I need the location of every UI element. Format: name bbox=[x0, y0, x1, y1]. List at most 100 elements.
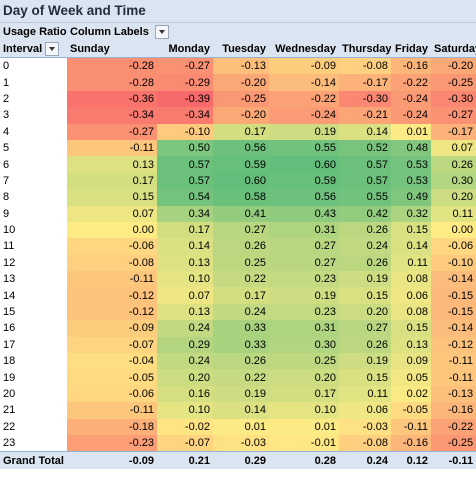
row-label: 7 bbox=[3, 174, 10, 187]
value-cell: 0.08 bbox=[391, 271, 431, 288]
value-cell: 0.52 bbox=[339, 139, 391, 157]
value-cell: -0.20 bbox=[213, 107, 269, 124]
row-label: 14 bbox=[3, 289, 16, 302]
value-cell: 0.59 bbox=[213, 156, 269, 173]
value-cell: -0.13 bbox=[431, 385, 476, 403]
value-cell: -0.11 bbox=[431, 353, 476, 370]
value-cell: -0.02 bbox=[157, 418, 213, 435]
value-cell: -0.39 bbox=[157, 90, 213, 108]
value-cell: 0.57 bbox=[157, 156, 213, 173]
value-cell: -0.14 bbox=[431, 271, 476, 288]
pivot-header-row-1: Usage Ratio Column Labels bbox=[0, 23, 476, 40]
value-cell: 0.20 bbox=[157, 369, 213, 386]
value-cell: 0.33 bbox=[213, 336, 269, 354]
value-cell: 0.05 bbox=[391, 369, 431, 386]
value-cell: 0.58 bbox=[213, 189, 269, 206]
row-field-label: Interval bbox=[3, 42, 43, 55]
value-cell: 0.26 bbox=[213, 238, 269, 255]
table-row: 10 0.00 0.17 0.27 0.31 0.26 0.15 0.00 bbox=[0, 221, 476, 239]
grand-total-cell: 0.29 bbox=[213, 451, 269, 469]
table-row: 8 0.15 0.54 0.58 0.56 0.55 0.49 0.20 bbox=[0, 189, 476, 206]
value-cell: 0.15 bbox=[391, 320, 431, 337]
value-cell: 0.20 bbox=[269, 369, 339, 386]
day-header-sunday: Sunday bbox=[67, 40, 157, 58]
value-cell: -0.27 bbox=[67, 123, 157, 140]
value-cell: 0.15 bbox=[391, 221, 431, 239]
value-cell: 0.13 bbox=[157, 303, 213, 321]
row-label: 9 bbox=[3, 207, 10, 220]
value-cell: -0.29 bbox=[157, 74, 213, 91]
table-row: 0 -0.28 -0.27 -0.13 -0.09 -0.08 -0.16 -0.20 bbox=[0, 57, 476, 75]
value-cell: -0.12 bbox=[67, 287, 157, 304]
value-cell: -0.12 bbox=[67, 303, 157, 321]
day-header-monday: Monday bbox=[157, 40, 213, 58]
value-cell: 0.53 bbox=[391, 172, 431, 190]
row-label: 15 bbox=[3, 306, 16, 319]
values-field-label: Usage Ratio bbox=[0, 23, 67, 40]
value-cell: 0.54 bbox=[157, 189, 213, 206]
value-cell: -0.17 bbox=[431, 123, 476, 140]
table-row: 4 -0.27 -0.10 0.17 0.19 0.14 0.01 -0.17 bbox=[0, 123, 476, 140]
row-label: 21 bbox=[3, 404, 16, 417]
value-cell: 0.19 bbox=[269, 287, 339, 304]
value-cell: 0.34 bbox=[157, 205, 213, 222]
value-cell: 0.27 bbox=[269, 254, 339, 272]
value-cell: 0.17 bbox=[213, 123, 269, 140]
value-cell: -0.25 bbox=[431, 434, 476, 452]
value-cell: -0.28 bbox=[67, 74, 157, 91]
grand-total-cell: -0.11 bbox=[431, 451, 476, 469]
row-labels-cell: Interval bbox=[0, 40, 67, 58]
value-cell: 0.55 bbox=[339, 189, 391, 206]
value-cell: 0.56 bbox=[213, 139, 269, 157]
value-cell: 0.10 bbox=[157, 271, 213, 288]
value-cell: -0.16 bbox=[391, 434, 431, 452]
day-header-wednesday: Wednesday bbox=[269, 40, 339, 58]
value-cell: 0.55 bbox=[269, 139, 339, 157]
value-cell: -0.24 bbox=[269, 107, 339, 124]
pivot-table: Usage Ratio Column Labels Interval Sunda… bbox=[0, 23, 476, 469]
value-cell: 0.24 bbox=[157, 320, 213, 337]
value-cell: 0.56 bbox=[269, 189, 339, 206]
value-cell: 0.41 bbox=[213, 205, 269, 222]
value-cell: -0.12 bbox=[431, 336, 476, 354]
value-cell: 0.30 bbox=[431, 172, 476, 190]
table-row: 1 -0.28 -0.29 -0.20 -0.14 -0.17 -0.22 -0.25 bbox=[0, 74, 476, 91]
grand-total-cell: 0.28 bbox=[269, 451, 339, 469]
table-row: 20 -0.06 0.16 0.19 0.17 0.11 0.02 -0.13 bbox=[0, 385, 476, 403]
value-cell: -0.09 bbox=[67, 320, 157, 337]
value-cell: 0.48 bbox=[391, 139, 431, 157]
value-cell: -0.21 bbox=[339, 107, 391, 124]
value-cell: -0.11 bbox=[67, 139, 157, 157]
value-cell: 0.50 bbox=[157, 139, 213, 157]
table-row: 16 -0.09 0.24 0.33 0.31 0.27 0.15 -0.14 bbox=[0, 320, 476, 337]
table-row: 11 -0.06 0.14 0.26 0.27 0.24 0.14 -0.06 bbox=[0, 238, 476, 255]
value-cell: 0.57 bbox=[339, 156, 391, 173]
value-cell: 0.25 bbox=[213, 254, 269, 272]
value-cell: -0.08 bbox=[339, 434, 391, 452]
value-cell: -0.08 bbox=[67, 254, 157, 272]
row-label: 18 bbox=[3, 355, 16, 368]
value-cell: -0.24 bbox=[391, 107, 431, 124]
table-row: 9 0.07 0.34 0.41 0.43 0.42 0.32 0.11 bbox=[0, 205, 476, 222]
row-filter-dropdown-icon[interactable] bbox=[45, 41, 60, 56]
value-cell: 0.17 bbox=[67, 172, 157, 190]
value-cell: 0.14 bbox=[339, 123, 391, 140]
value-cell: -0.03 bbox=[213, 434, 269, 452]
value-cell: -0.15 bbox=[431, 303, 476, 321]
value-cell: 0.10 bbox=[269, 402, 339, 419]
row-label: 17 bbox=[3, 338, 16, 351]
value-cell: -0.10 bbox=[431, 254, 476, 272]
row-label: 12 bbox=[3, 256, 16, 269]
value-cell: 0.60 bbox=[213, 172, 269, 190]
value-cell: -0.24 bbox=[391, 90, 431, 108]
value-cell: 0.24 bbox=[157, 353, 213, 370]
grand-total-cell: 0.24 bbox=[339, 451, 391, 469]
value-cell: 0.26 bbox=[213, 353, 269, 370]
grand-total-label: Grand Total bbox=[0, 451, 67, 469]
value-cell: -0.06 bbox=[431, 238, 476, 255]
value-cell: 0.32 bbox=[391, 205, 431, 222]
row-label: 4 bbox=[3, 125, 10, 138]
value-cell: 0.07 bbox=[157, 287, 213, 304]
column-filter-dropdown-icon[interactable] bbox=[154, 24, 169, 39]
value-cell: 0.24 bbox=[339, 238, 391, 255]
